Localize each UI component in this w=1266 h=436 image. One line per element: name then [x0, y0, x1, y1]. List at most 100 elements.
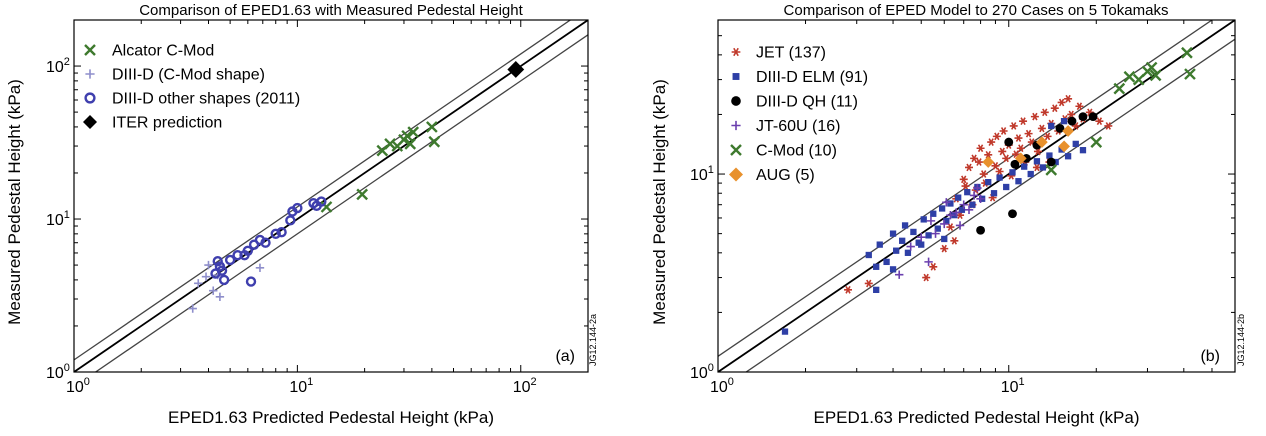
- data-point: [216, 265, 228, 276]
- series-3: [210, 196, 327, 287]
- data-point: [209, 286, 218, 295]
- data-point: [926, 216, 936, 226]
- data-point: [1015, 178, 1022, 185]
- data-point: [918, 241, 925, 248]
- data-point: [1113, 82, 1126, 95]
- data-point: [1008, 209, 1017, 219]
- series-5: [1045, 46, 1196, 176]
- data-point: [982, 156, 995, 168]
- data-point: [938, 205, 946, 212]
- data-point: [270, 228, 281, 240]
- data-points: [188, 61, 525, 313]
- data-point: [276, 227, 287, 238]
- data-point: [910, 228, 917, 236]
- data-point: [242, 245, 254, 256]
- data-point: [401, 129, 413, 142]
- data-point: [1036, 136, 1048, 148]
- legend-marker: [732, 73, 740, 80]
- panel-label: (b): [1200, 348, 1220, 365]
- data-point: [188, 304, 197, 313]
- data-point: [1055, 124, 1065, 133]
- data-point: [224, 254, 236, 266]
- data-point: [940, 219, 949, 229]
- data-point: [1004, 137, 1014, 147]
- x-tick-label: 100: [66, 376, 90, 396]
- data-points: [781, 46, 1196, 335]
- data-point: [1058, 140, 1070, 153]
- data-point: [959, 200, 968, 209]
- series-1: [320, 121, 441, 213]
- data-point: [969, 191, 979, 200]
- data-point: [292, 202, 303, 214]
- data-point: [970, 154, 979, 163]
- legend-item: C-Mod (10): [730, 143, 837, 160]
- data-point: [1046, 157, 1056, 167]
- legend-label: AUG (5): [756, 167, 815, 184]
- data-point: [212, 256, 223, 267]
- data-point: [1010, 159, 1020, 169]
- data-point: [1045, 163, 1058, 176]
- data-point: [990, 190, 998, 197]
- series-2: [188, 260, 265, 313]
- data-point: [959, 175, 968, 184]
- unity-line: [74, 20, 588, 372]
- data-point: [1088, 112, 1098, 122]
- ratio-line: [745, 38, 1235, 372]
- legend-label: JET (137): [756, 45, 826, 62]
- data-point: [1123, 70, 1136, 83]
- data-point: [1021, 163, 1028, 170]
- data-point: [976, 144, 985, 153]
- data-point: [781, 328, 789, 335]
- data-point: [976, 225, 985, 235]
- legend-marker: [85, 69, 95, 79]
- data-point: [1033, 158, 1041, 165]
- data-point: [946, 223, 955, 231]
- data-point: [976, 194, 985, 203]
- legend-label: ITER prediction: [112, 115, 222, 132]
- legend-item: DIII-D QH (11): [731, 94, 858, 111]
- data-point: [934, 225, 941, 232]
- data-point: [1067, 116, 1077, 126]
- legend-label: DIII-D ELM (91): [756, 69, 868, 86]
- data-point: [969, 201, 976, 208]
- y-axis-label: Measured Pedestal Height (kPa): [650, 79, 669, 325]
- data-point: [1184, 68, 1196, 80]
- data-point: [1016, 144, 1025, 153]
- series-2: [781, 118, 1087, 335]
- reference-lines: [718, 20, 1235, 372]
- data-point: [984, 151, 993, 159]
- data-point: [1048, 122, 1055, 130]
- data-point: [1057, 98, 1066, 107]
- legend-marker: [731, 47, 741, 57]
- legend-item: DIII-D ELM (91): [732, 69, 868, 86]
- data-point: [1014, 134, 1023, 142]
- data-point: [407, 126, 420, 138]
- data-point: [356, 188, 369, 201]
- data-point: [1027, 170, 1034, 178]
- data-point: [942, 198, 951, 207]
- data-point: [1032, 163, 1041, 172]
- data-point: [1046, 152, 1053, 159]
- x-tick-label: 100: [710, 376, 734, 396]
- legend-marker: [730, 144, 742, 156]
- data-point: [987, 138, 996, 146]
- data-point: [985, 178, 992, 186]
- data-point: [893, 247, 900, 254]
- chart-title: Comparison of EPED1.63 with Measured Ped…: [139, 2, 523, 19]
- ratio-line: [74, 20, 572, 361]
- data-point: [864, 279, 873, 288]
- data-point: [260, 237, 271, 248]
- data-point: [964, 189, 971, 196]
- data-point: [320, 201, 333, 213]
- data-point: [901, 222, 909, 229]
- data-point: [941, 235, 948, 243]
- data-point: [925, 232, 932, 239]
- legend: JET (137) DIII-D ELM (91) DIII-D QH (11) JT…: [729, 45, 868, 184]
- data-point: [922, 273, 931, 282]
- x-axis-label: EPED1.63 Predicted Pedestal Height (kPa): [813, 408, 1139, 427]
- data-point: [964, 205, 974, 214]
- data-point: [1037, 124, 1046, 133]
- data-point: [1062, 125, 1074, 137]
- data-point: [1064, 153, 1072, 160]
